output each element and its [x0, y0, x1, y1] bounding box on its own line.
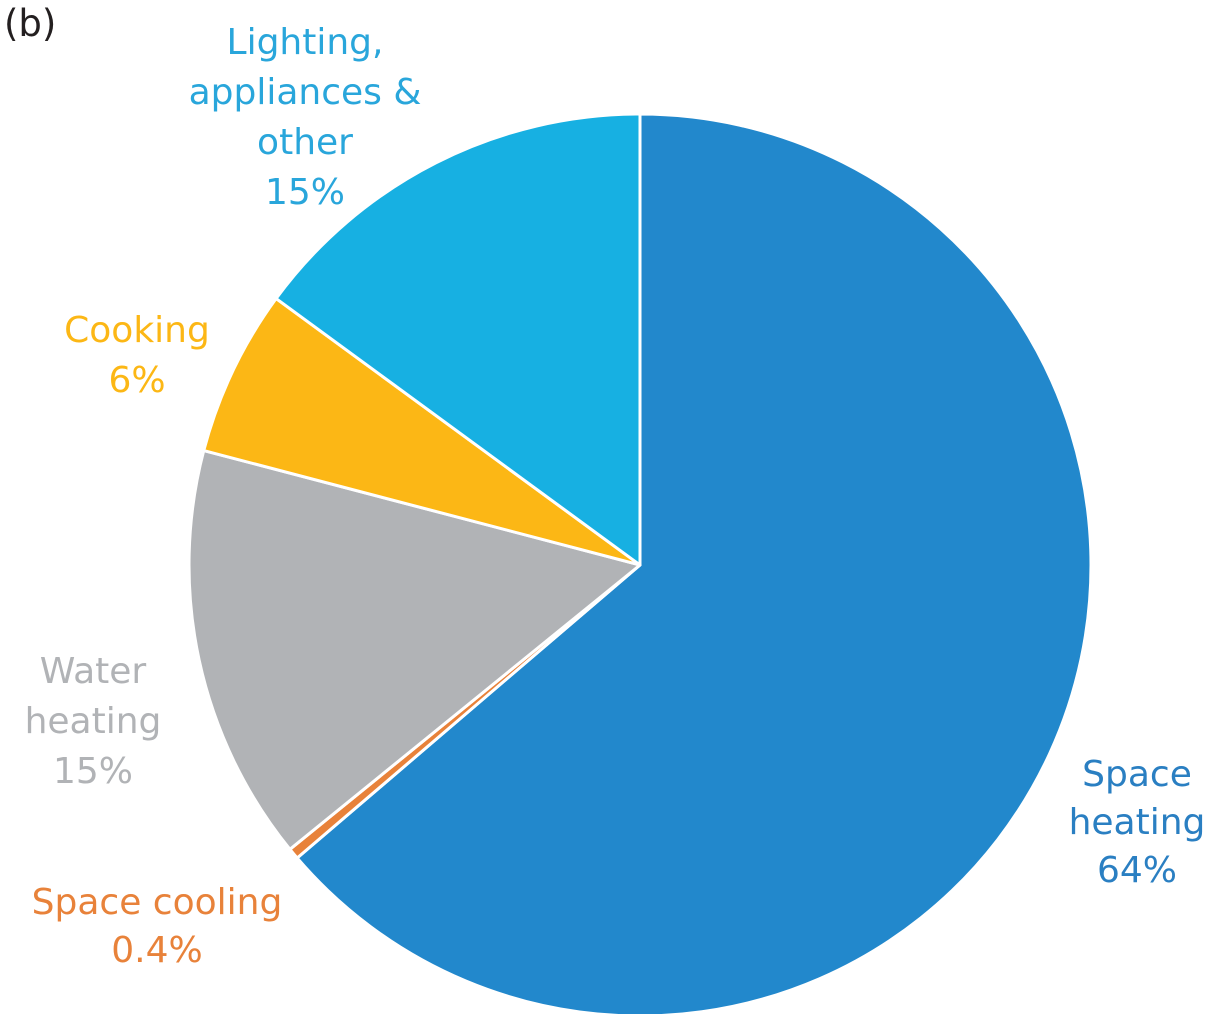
pie-slice-space-heating	[295, 112, 1093, 1018]
slice-label-line: appliances &	[189, 72, 422, 113]
slice-label-line: 15%	[53, 751, 133, 792]
slice-label-line: Space	[1082, 754, 1192, 795]
slice-label-line: 15%	[265, 172, 345, 213]
slice-label-lighting-appliances-other: Lighting, appliances & other 15%	[189, 22, 422, 213]
slice-label-line: other	[257, 122, 353, 163]
pie-slice-cooking	[202, 297, 642, 567]
slice-label-space-cooling: Space cooling 0.4%	[32, 882, 283, 971]
pie-slice-lighting-appliances-other	[274, 112, 642, 567]
panel-label: (b)	[4, 2, 57, 45]
slice-label-cooking: Cooking 6%	[64, 310, 210, 401]
pie-slice-water-heating	[187, 449, 642, 851]
slice-label-line: 6%	[108, 360, 165, 401]
slice-label-water-heating: Water heating 15%	[25, 651, 162, 792]
slice-label-space-heating: Space heating 64%	[1069, 754, 1206, 891]
slice-label-line: Water	[40, 651, 147, 692]
slice-label-line: Cooking	[64, 310, 210, 351]
slice-label-line: 0.4%	[111, 930, 202, 971]
slice-label-line: 64%	[1097, 850, 1177, 891]
slice-label-line: heating	[25, 701, 162, 742]
slice-label-line: Space cooling	[32, 882, 283, 923]
slice-label-line: heating	[1069, 802, 1206, 843]
slice-label-line: Lighting,	[227, 22, 384, 63]
